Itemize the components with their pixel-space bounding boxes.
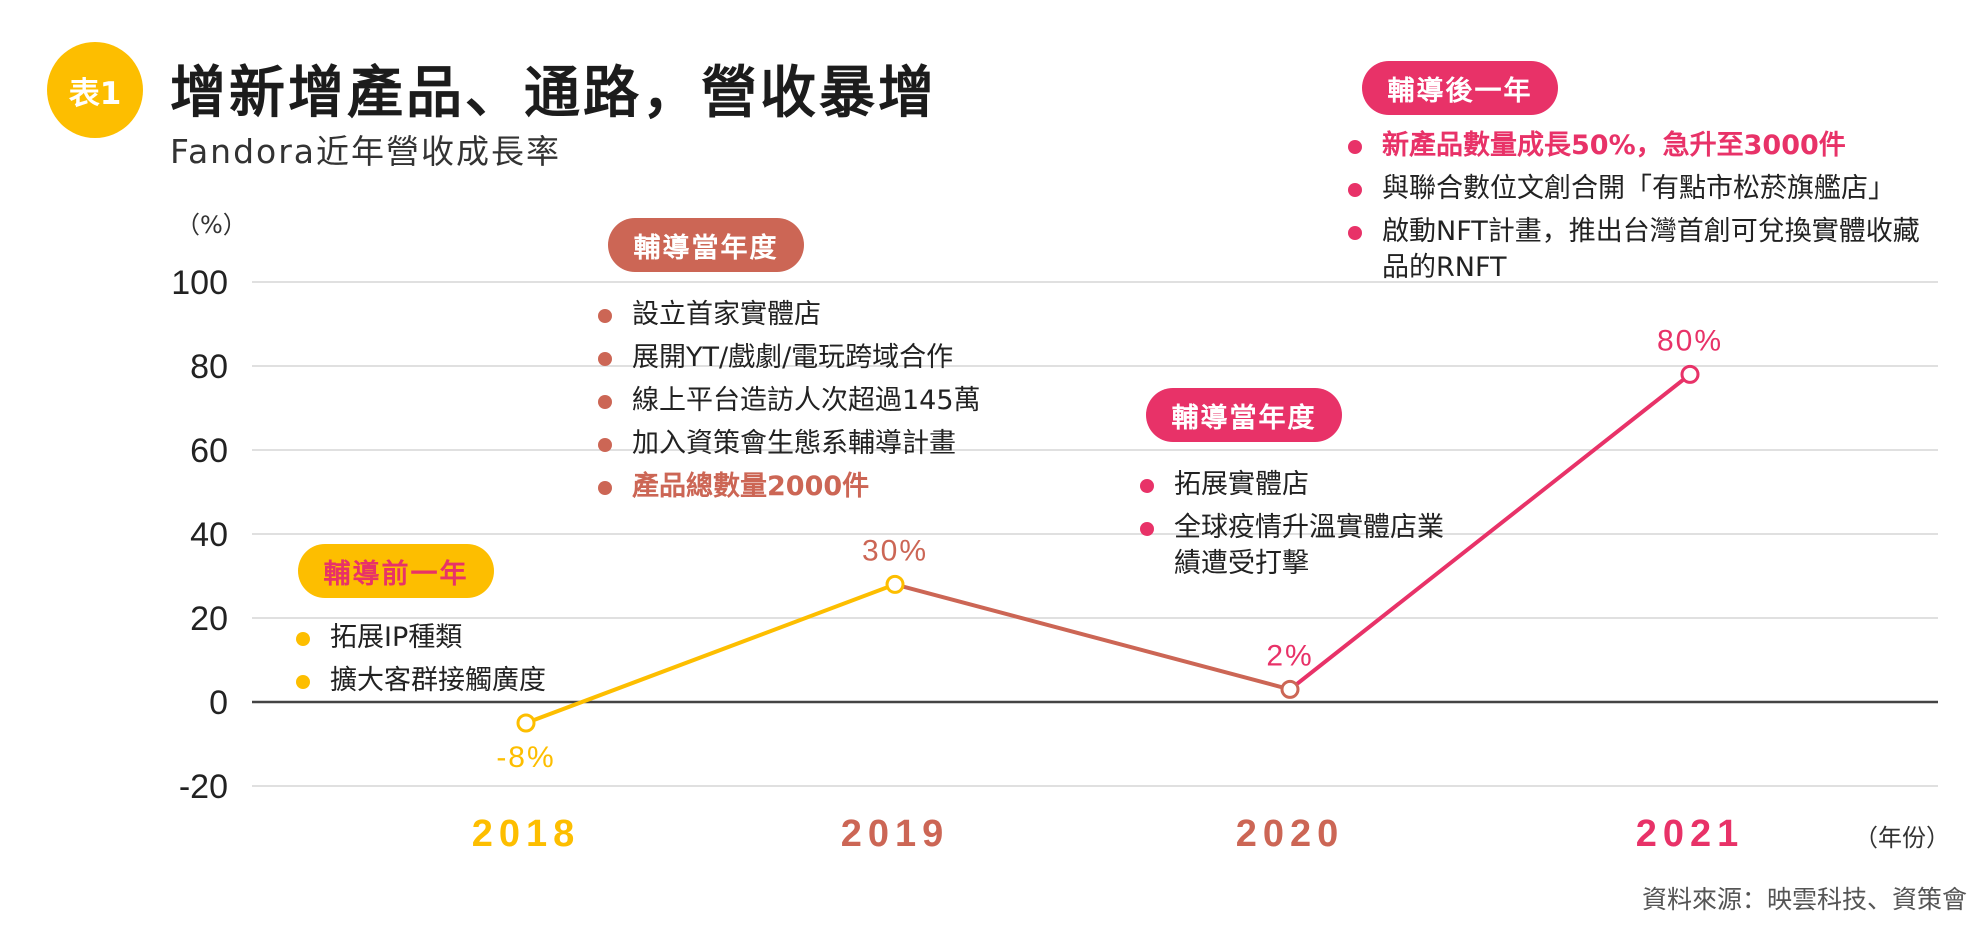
series-line-segment — [524, 582, 897, 725]
list-item: 拓展IP種類 — [290, 620, 546, 656]
list-item: 展開YT/戲劇/電玩跨域合作 — [592, 340, 981, 376]
y-tick-label: 80 — [190, 348, 228, 386]
x-tick-label: 2021 — [1636, 813, 1745, 855]
y-axis-unit-label: （%） — [176, 211, 247, 239]
x-tick-label: 2019 — [841, 813, 950, 855]
bullet-dot — [1140, 522, 1154, 536]
bullet-dot — [1348, 183, 1362, 197]
y-tick-label: 40 — [190, 516, 228, 554]
x-axis-unit-label: （年份） — [1854, 824, 1950, 852]
data-point — [885, 574, 905, 594]
list-item: 新產品數量成長50%，急升至3000件 — [1342, 128, 1922, 164]
data-point — [1280, 679, 1300, 699]
list-item: 線上平台造訪人次超過145萬 — [592, 383, 981, 419]
annotation-pill-post-year: 輔導後一年 — [1362, 61, 1558, 115]
series-line-segment — [1288, 372, 1692, 692]
series-line-segment — [893, 582, 1292, 692]
annotation-list-pre-year: 拓展IP種類 擴大客群接觸廣度 — [290, 620, 546, 706]
bullet-dot — [598, 481, 612, 495]
annotation-list-post-year: 新產品數量成長50%，急升至3000件 與聯合數位文創合開「有點市松菸旗艦店」 … — [1342, 128, 1922, 293]
page-subtitle: Fandora近年營收成長率 — [170, 132, 562, 171]
x-tick-label: 2018 — [472, 813, 581, 855]
bullet-dot — [1140, 479, 1154, 493]
list-item: 設立首家實體店 — [592, 297, 981, 333]
source-note: 資料來源：映雲科技、資策會 — [1642, 885, 1968, 914]
x-tick-label: 2020 — [1236, 813, 1345, 855]
data-point — [516, 713, 536, 733]
bullet-dot — [296, 632, 310, 646]
list-item: 加入資策會生態系輔導計畫 — [592, 426, 981, 462]
data-point — [1680, 364, 1700, 384]
bullet-dot — [598, 438, 612, 452]
annotation-pill-2019: 輔導當年度 — [608, 218, 804, 272]
list-item: 啟動NFT計畫，推出台灣首創可兌換實體收藏品的RNFT — [1342, 214, 1922, 286]
y-tick-label: 100 — [171, 264, 228, 302]
annotation-pill-pre-year: 輔導前一年 — [298, 544, 494, 598]
bullet-dot — [1348, 226, 1362, 240]
bullet-dot — [598, 395, 612, 409]
y-tick-label: 0 — [209, 684, 228, 722]
y-tick-label: -20 — [179, 768, 228, 806]
annotation-list-2019: 設立首家實體店 展開YT/戲劇/電玩跨域合作 線上平台造訪人次超過145萬 加入… — [592, 297, 981, 512]
data-label: 80% — [1657, 324, 1723, 357]
bullet-dot — [598, 352, 612, 366]
annotation-list-2020: 拓展實體店 全球疫情升溫實體店業績遭受打擊 — [1134, 467, 1454, 589]
data-label: -8% — [496, 741, 555, 774]
list-item: 擴大客群接觸廣度 — [290, 663, 546, 699]
y-tick-label: 60 — [190, 432, 228, 470]
bullet-dot — [598, 309, 612, 323]
page-title: 增新增產品、通路，營收暴增 — [170, 61, 937, 126]
bullet-dot — [1348, 140, 1362, 154]
annotation-pill-2020: 輔導當年度 — [1146, 388, 1342, 442]
list-item: 與聯合數位文創合開「有點市松菸旗艦店」 — [1342, 171, 1922, 207]
y-tick-label: 20 — [190, 600, 228, 638]
bullet-dot — [296, 675, 310, 689]
list-item: 產品總數量2000件 — [592, 469, 981, 505]
data-label: 2% — [1266, 639, 1313, 672]
table-badge: 表1 — [47, 42, 143, 138]
list-item: 拓展實體店 — [1134, 467, 1454, 503]
list-item: 全球疫情升溫實體店業績遭受打擊 — [1134, 510, 1454, 582]
data-label: 30% — [862, 534, 928, 567]
